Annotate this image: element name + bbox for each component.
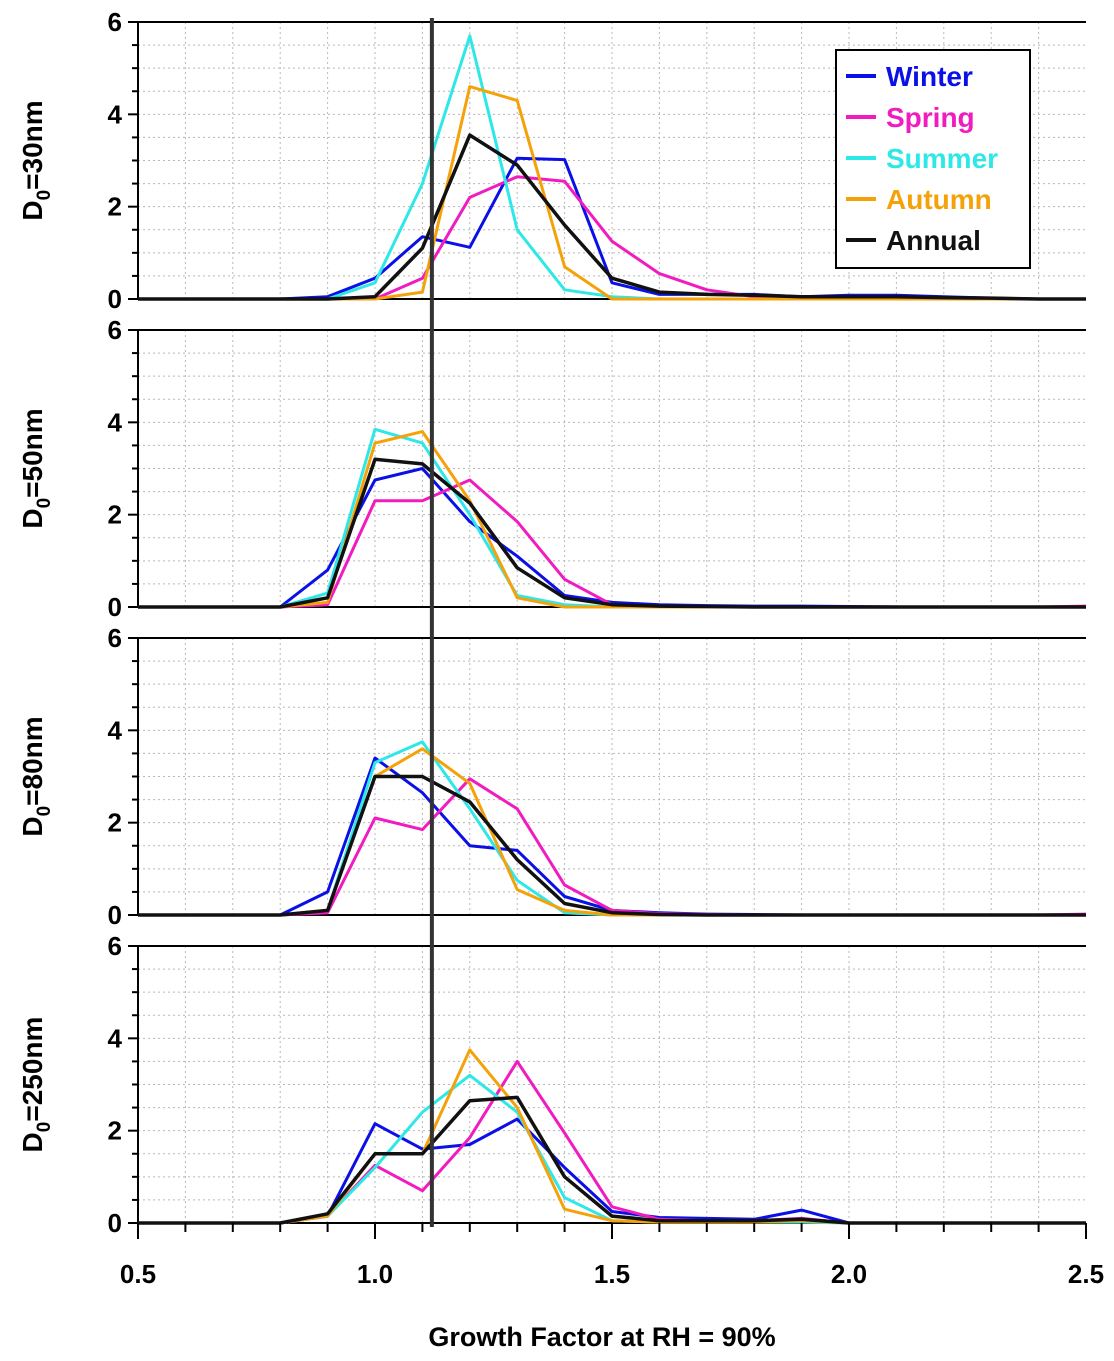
- y-axis-label-subscript: 0: [34, 190, 55, 201]
- y-axis-label-rest: =80nm: [17, 716, 48, 806]
- legend-label-autumn: Autumn: [886, 184, 992, 215]
- series-line-annual: [138, 457, 1086, 609]
- legend-label-winter: Winter: [886, 61, 973, 92]
- legend: Winter Spring Summer Autumn Annual: [835, 49, 1031, 269]
- y-tick-label: 2: [108, 500, 122, 530]
- y-tick-label: 0: [108, 1208, 122, 1238]
- y-tick-label: 6: [108, 7, 122, 37]
- x-axis-label: Growth Factor at RH = 90%: [428, 1322, 775, 1352]
- x-tick-label: 1.0: [357, 1259, 393, 1289]
- y-tick-label: 2: [108, 192, 122, 222]
- y-tick-label: 6: [108, 931, 122, 961]
- y-axis-label-rest: =50nm: [17, 408, 48, 498]
- y-axis-label-main: D: [17, 508, 48, 528]
- y-tick-label: 2: [108, 1116, 122, 1146]
- y-tick-label: 6: [108, 315, 122, 345]
- x-tick-label: 0.5: [120, 1259, 156, 1289]
- y-tick-label: 0: [108, 284, 122, 314]
- y-tick-label: 0: [108, 900, 122, 930]
- y-axis-label-subscript: 0: [34, 1122, 55, 1133]
- y-axis-label: D0=30nm: [17, 100, 55, 220]
- y-axis-label-main: D: [17, 200, 48, 220]
- x-tick-label: 2.0: [831, 1259, 867, 1289]
- y-tick-label: 2: [108, 808, 122, 838]
- x-tick-label: 1.5: [594, 1259, 630, 1289]
- y-tick-label: 6: [108, 623, 122, 653]
- legend-label-annual: Annual: [886, 225, 981, 256]
- y-axis-label-subscript: 0: [34, 498, 55, 509]
- legend-label-spring: Spring: [886, 102, 975, 133]
- legend-label-summer: Summer: [886, 143, 998, 174]
- y-axis-label-main: D: [17, 816, 48, 836]
- y-tick-label: 4: [108, 407, 123, 437]
- y-axis-label-rest: =30nm: [17, 100, 48, 190]
- x-tick-label: 2.5: [1068, 1259, 1104, 1289]
- y-axis-label: D0=50nm: [17, 408, 55, 528]
- series-line-spring: [138, 478, 1087, 609]
- x-axis: 0.5 1.0 1.5 2.0 2.5 Growth Factor at RH = 90%: [120, 1223, 1104, 1352]
- y-axis-label-main: D: [17, 1132, 48, 1152]
- y-tick-label: 4: [108, 99, 123, 129]
- y-axis-label-rest: =250nm: [17, 1017, 48, 1122]
- series-line-annual: [138, 133, 1086, 301]
- series-line-annual: [138, 1095, 1086, 1225]
- y-axis-label-subscript: 0: [34, 806, 55, 817]
- y-axis-label: D0=80nm: [17, 716, 55, 836]
- y-tick-label: 4: [108, 1023, 123, 1053]
- y-tick-label: 0: [108, 592, 122, 622]
- series-line-annual: [138, 774, 1086, 917]
- y-tick-label: 4: [108, 715, 123, 745]
- y-axis-label: D0=250nm: [17, 1017, 55, 1153]
